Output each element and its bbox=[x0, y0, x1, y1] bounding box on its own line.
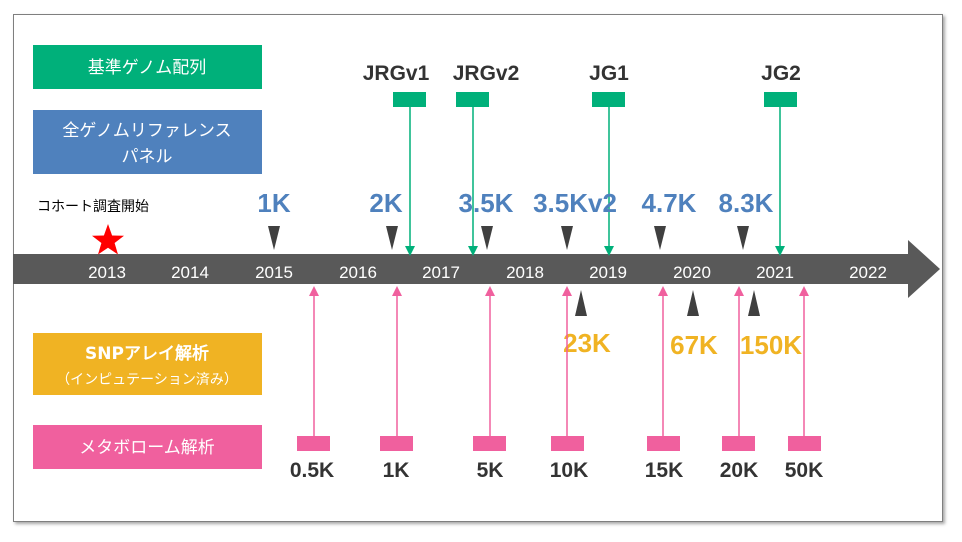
wgs-panel-markers: 1K 2K 3.5K 3.5Kv2 4.7K 8.3K bbox=[257, 188, 774, 250]
snp-67k-label: 67K bbox=[670, 330, 718, 360]
snp-array-markers: 23K 67K 150K bbox=[563, 290, 802, 360]
jg2-label: JG2 bbox=[761, 62, 801, 85]
year-label: 2018 bbox=[506, 263, 544, 282]
metabolome-0-5k-label: 0.5K bbox=[290, 459, 334, 482]
snp-23k-label: 23K bbox=[563, 328, 611, 358]
down-triangle-icon bbox=[737, 226, 749, 250]
metabolome-box bbox=[33, 425, 262, 469]
arrow-head-icon bbox=[405, 246, 415, 256]
year-label: 2021 bbox=[756, 263, 794, 282]
up-triangle-icon bbox=[687, 290, 699, 316]
arrow-head-icon bbox=[775, 246, 785, 256]
reference-genome-box bbox=[33, 45, 262, 89]
year-labels: 2013 2014 2015 2016 2017 2018 2019 2020 … bbox=[88, 263, 887, 282]
wgs-3-5k-label: 3.5K bbox=[459, 188, 514, 218]
arrow-head-icon bbox=[392, 286, 402, 296]
snp-array-box-label-line1: SNPアレイ解析 bbox=[85, 343, 209, 364]
arrow-head-icon bbox=[799, 286, 809, 296]
metabolome-10k-label: 10K bbox=[550, 459, 589, 482]
jg1-label: JG1 bbox=[589, 62, 629, 85]
metabolome-1k-label: 1K bbox=[383, 459, 410, 482]
reference-genome-box-label: 基準ゲノム配列 bbox=[88, 58, 207, 78]
wgs-panel-box bbox=[33, 110, 262, 174]
reference-genome-markers: JRGv1 JRGv2 JG1 JG2 bbox=[363, 62, 801, 256]
metabolome-5k-label: 5K bbox=[477, 459, 504, 482]
wgs-1k-label: 1K bbox=[257, 188, 290, 218]
jg2-marker bbox=[764, 92, 797, 107]
up-triangle-icon bbox=[748, 290, 760, 316]
year-label: 2020 bbox=[673, 263, 711, 282]
down-triangle-icon bbox=[654, 226, 666, 250]
arrow-head-icon bbox=[468, 246, 478, 256]
down-triangle-icon bbox=[268, 226, 280, 250]
metabolome-15k-label: 15K bbox=[645, 459, 684, 482]
timeline-arrow bbox=[13, 240, 940, 298]
arrow-head-icon bbox=[562, 286, 572, 296]
metabolome-markers: 0.5K 1K 5K 10K 15K 20K 50K bbox=[290, 286, 823, 482]
jg1-marker bbox=[592, 92, 625, 107]
snp-150k-label: 150K bbox=[740, 330, 802, 360]
jrgv2-marker bbox=[456, 92, 489, 107]
wgs-2k-label: 2K bbox=[369, 188, 402, 218]
cohort-start-label: コホート調査開始 bbox=[37, 199, 149, 215]
snp-array-box-label-line2: （インピュテーション済み） bbox=[56, 372, 238, 388]
arrow-head-icon bbox=[309, 286, 319, 296]
wgs-4-7k-label: 4.7K bbox=[642, 188, 697, 218]
metabolome-20k-label: 20K bbox=[720, 459, 759, 482]
jrgv2-label: JRGv2 bbox=[453, 62, 520, 85]
arrow-head-icon bbox=[604, 246, 614, 256]
arrow-head-icon bbox=[734, 286, 744, 296]
year-label: 2013 bbox=[88, 263, 126, 282]
year-label: 2014 bbox=[171, 263, 209, 282]
arrow-head-icon bbox=[485, 286, 495, 296]
year-label: 2019 bbox=[589, 263, 627, 282]
down-triangle-icon bbox=[386, 226, 398, 250]
star-icon bbox=[92, 224, 124, 255]
year-label: 2016 bbox=[339, 263, 377, 282]
wgs-panel-box-label-line2: パネル bbox=[122, 147, 173, 167]
metabolome-50k-label: 50K bbox=[785, 459, 824, 482]
down-triangle-icon bbox=[561, 226, 573, 250]
metabolome-box-label: メタボローム解析 bbox=[79, 438, 215, 458]
arrow-head-icon bbox=[658, 286, 668, 296]
wgs-8-3k-label: 8.3K bbox=[719, 188, 774, 218]
snp-array-box bbox=[33, 333, 262, 395]
jrgv1-label: JRGv1 bbox=[363, 62, 430, 85]
year-label: 2017 bbox=[422, 263, 460, 282]
jrgv1-marker bbox=[393, 92, 426, 107]
down-triangle-icon bbox=[481, 226, 493, 250]
up-triangle-icon bbox=[575, 290, 587, 316]
year-label: 2015 bbox=[255, 263, 293, 282]
wgs-panel-box-label-line1: 全ゲノムリファレンス bbox=[62, 121, 231, 141]
wgs-3-5kv2-label: 3.5Kv2 bbox=[533, 188, 617, 218]
year-label: 2022 bbox=[849, 263, 887, 282]
